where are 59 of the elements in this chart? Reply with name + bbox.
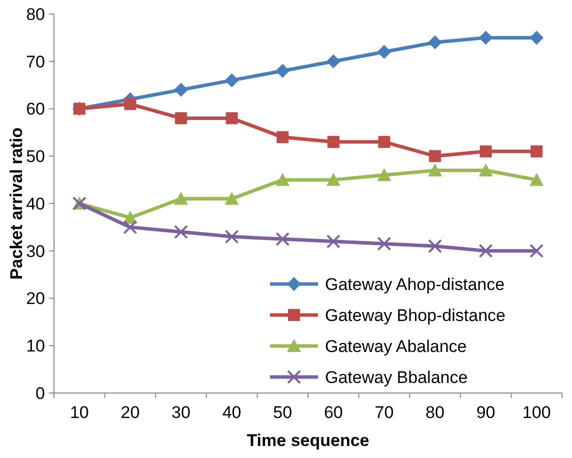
point xyxy=(429,150,441,162)
point xyxy=(428,163,442,176)
point xyxy=(530,145,543,158)
point xyxy=(377,236,392,251)
point xyxy=(480,145,492,158)
y-tick-label: 20 xyxy=(26,289,45,308)
x-tick-label: 100 xyxy=(522,403,551,422)
point xyxy=(276,172,290,186)
y-tick-label: 0 xyxy=(36,384,45,403)
point xyxy=(530,30,544,45)
point xyxy=(377,44,392,59)
point xyxy=(124,98,136,110)
point xyxy=(175,112,187,124)
legend-label: Gateway Abalance xyxy=(325,336,467,356)
point xyxy=(224,73,239,88)
point xyxy=(377,168,392,182)
x-tick-label: 40 xyxy=(222,403,242,422)
y-axis-title: Packet arrival ratio xyxy=(7,127,26,280)
point xyxy=(478,30,493,45)
point xyxy=(276,64,290,78)
x-tick-label: 10 xyxy=(70,403,89,422)
point xyxy=(478,244,493,258)
x-axis-title: Time sequence xyxy=(246,431,370,450)
y-tick-label: 10 xyxy=(26,336,45,356)
x-tick-label: 90 xyxy=(476,403,496,422)
point xyxy=(326,54,340,68)
y-tick-label: 80 xyxy=(26,4,45,24)
point xyxy=(478,163,493,176)
point xyxy=(224,230,239,244)
y-tick-label: 50 xyxy=(26,147,45,166)
y-tick-label: 40 xyxy=(26,194,45,214)
legend-label: Gateway Bbalance xyxy=(325,368,468,387)
point xyxy=(327,136,340,148)
point xyxy=(326,234,340,248)
point xyxy=(174,224,188,239)
y-tick-label: 70 xyxy=(26,52,45,72)
x-tick-label: 20 xyxy=(120,403,140,422)
point xyxy=(123,220,138,234)
y-tick-label: 60 xyxy=(26,100,45,119)
point xyxy=(530,244,544,258)
point xyxy=(174,82,188,97)
legend-label: Gateway Ahop-distance xyxy=(325,274,505,294)
point xyxy=(428,35,442,50)
point xyxy=(428,239,442,254)
legend-label: Gateway Bhop-distance xyxy=(325,306,506,325)
point xyxy=(226,112,238,124)
y-tick-label: 30 xyxy=(26,242,45,261)
point xyxy=(224,192,239,205)
x-tick-label: 60 xyxy=(324,403,343,422)
point xyxy=(174,192,188,205)
x-tick-label: 70 xyxy=(374,403,394,422)
x-tick-label: 80 xyxy=(426,403,444,422)
x-tick-label: 50 xyxy=(273,403,292,422)
point xyxy=(530,172,544,186)
point xyxy=(326,172,340,186)
x-tick-label: 30 xyxy=(172,403,190,422)
point xyxy=(378,136,390,148)
point xyxy=(276,232,290,246)
point xyxy=(276,131,289,144)
